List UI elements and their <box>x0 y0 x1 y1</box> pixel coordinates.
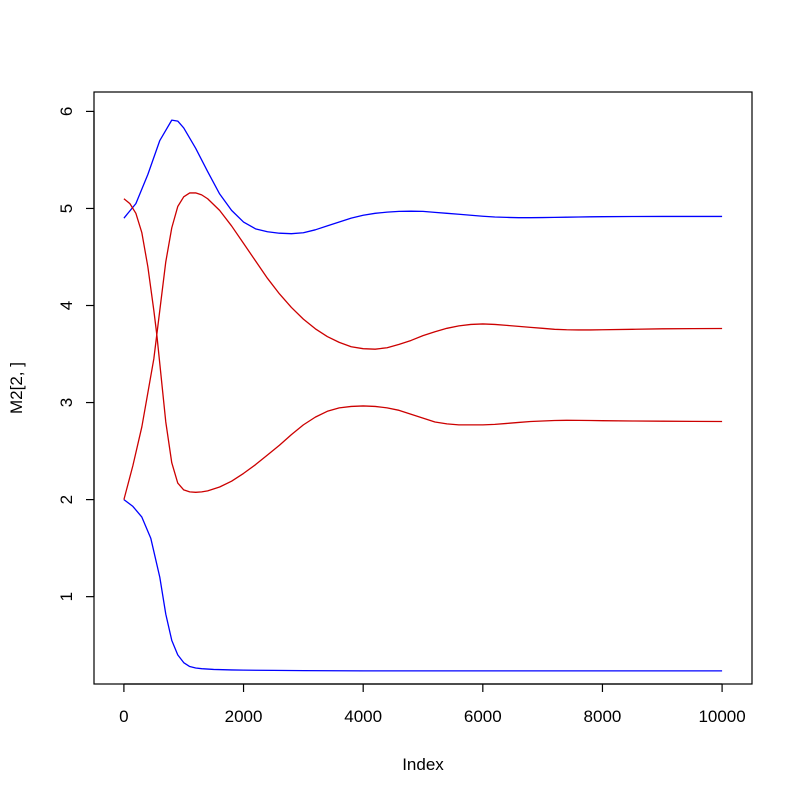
x-tick-label: 0 <box>119 707 128 726</box>
x-tick-label: 8000 <box>584 707 622 726</box>
series-line-4 <box>123 198 723 493</box>
x-tick-label: 10000 <box>698 707 745 726</box>
x-axis-title: Index <box>402 755 444 774</box>
y-tick-label: 1 <box>57 592 76 601</box>
y-tick-label: 2 <box>57 495 76 504</box>
x-tick-label: 2000 <box>225 707 263 726</box>
series-line-1 <box>123 119 723 235</box>
series-layer <box>123 119 723 672</box>
y-tick-label: 4 <box>57 301 76 310</box>
x-tick-label: 6000 <box>464 707 502 726</box>
x-tick-label: 4000 <box>344 707 382 726</box>
x-axis: 0 2000 4000 6000 8000 10000 <box>119 683 746 726</box>
y-axis-title: M2[2, ] <box>7 362 26 414</box>
plot-box <box>93 91 753 685</box>
y-tick-label: 5 <box>57 204 76 213</box>
y-tick-label: 3 <box>57 398 76 407</box>
y-axis: 1 2 3 4 5 6 <box>57 107 95 601</box>
y-tick-label: 6 <box>57 107 76 116</box>
series-line-2 <box>123 499 723 672</box>
series-line-3 <box>123 192 723 500</box>
